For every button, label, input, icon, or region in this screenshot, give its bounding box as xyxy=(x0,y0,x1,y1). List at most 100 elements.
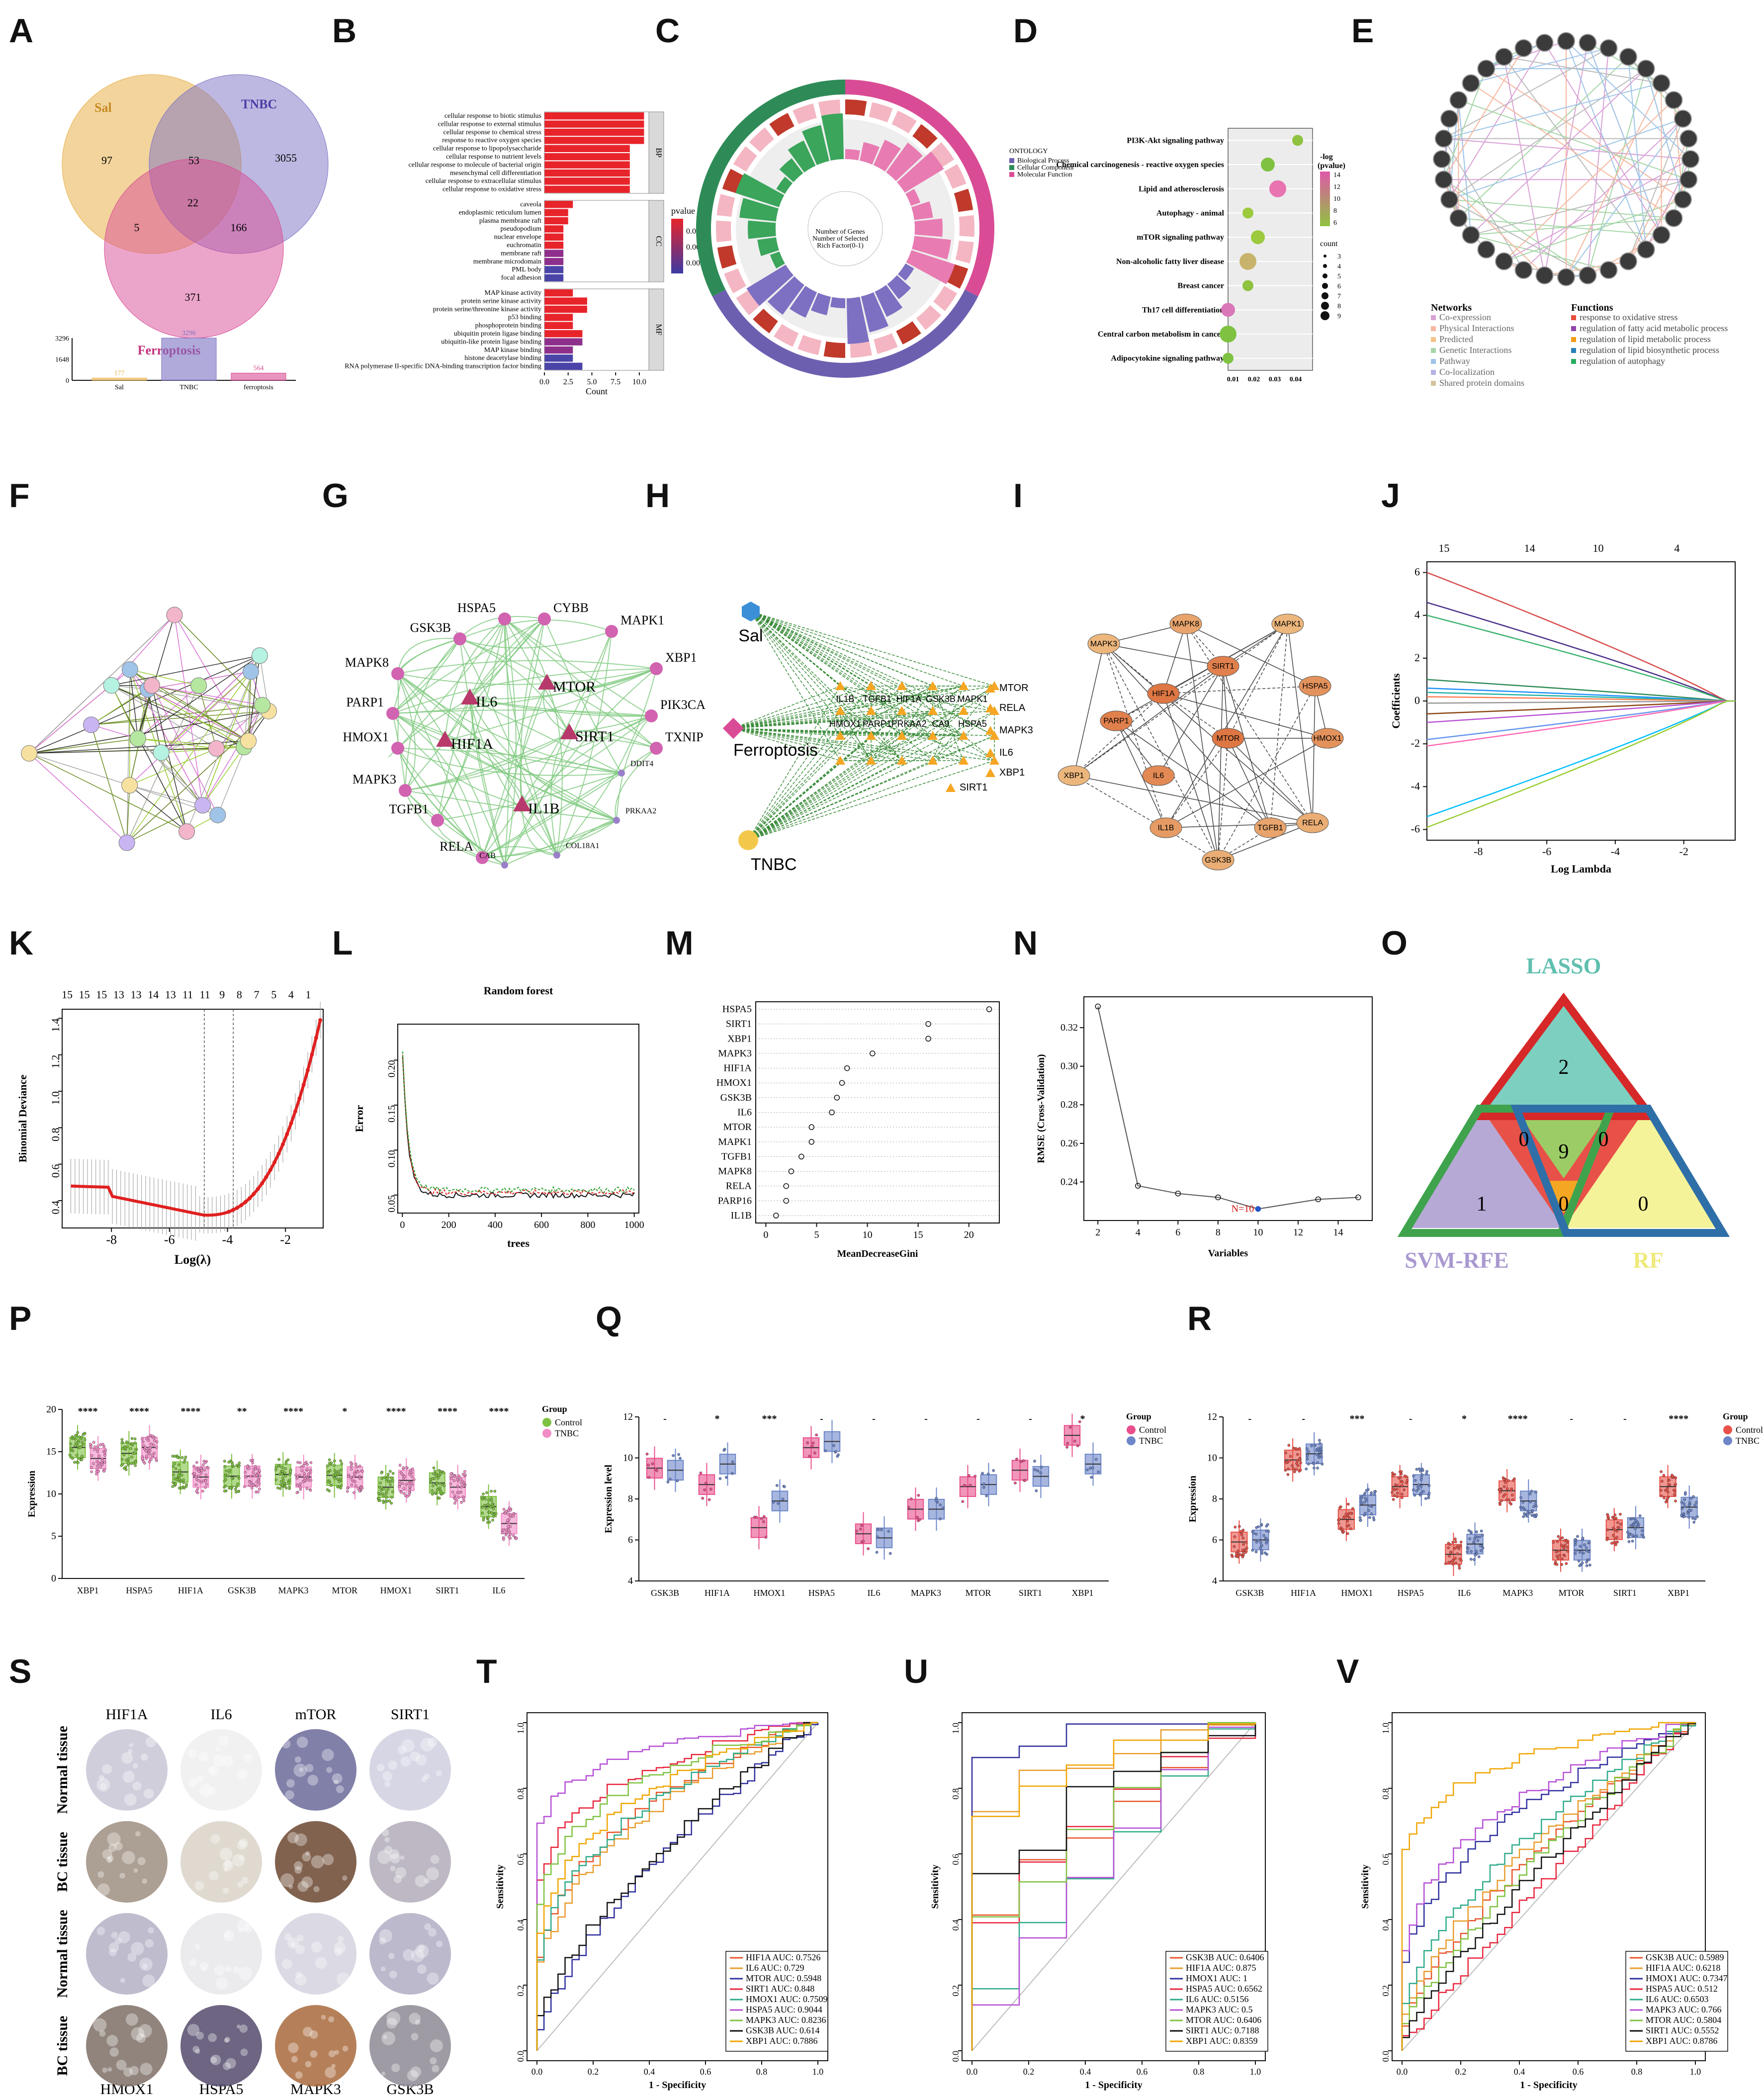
genemania-node xyxy=(1477,240,1496,259)
genemania-edge xyxy=(1628,118,1683,262)
box-point xyxy=(76,1431,80,1434)
box-point xyxy=(255,1481,259,1484)
h-target-label: IL6 xyxy=(999,747,1013,758)
box-point xyxy=(408,1473,411,1476)
box-point xyxy=(481,1506,484,1509)
roc-legend-label: MTOR AUC: 0.6406 xyxy=(1186,2015,1261,2025)
g-hub-label: IL1B xyxy=(528,800,559,817)
s-tissue-texture xyxy=(127,1749,133,1754)
box-point xyxy=(1348,1516,1351,1520)
box-point xyxy=(459,1478,462,1481)
o-region-all: 9 xyxy=(1559,1140,1569,1163)
h-edge xyxy=(733,710,841,729)
box-point xyxy=(1307,1450,1310,1453)
n-rmse-line xyxy=(1097,1006,1358,1210)
kegg-size-dot xyxy=(1323,264,1327,268)
go-legend-tick: 0.003 xyxy=(686,259,704,267)
string-edge xyxy=(129,671,252,786)
h-edge xyxy=(748,735,902,841)
box-point xyxy=(442,1471,445,1474)
string-edge xyxy=(111,685,249,741)
box-point xyxy=(1610,1542,1613,1545)
i-node-label: IL6 xyxy=(1153,772,1164,780)
box-point xyxy=(1664,1500,1668,1503)
box-point xyxy=(485,1491,488,1494)
box-point xyxy=(70,1447,73,1450)
box-point xyxy=(1448,1543,1452,1546)
j-y-tick-label: -6 xyxy=(1411,822,1420,835)
box-point xyxy=(1563,1539,1566,1542)
box-point xyxy=(1615,1536,1618,1539)
s-tissue-texture xyxy=(389,1970,397,1979)
box-point xyxy=(506,1519,509,1522)
box-significance: **** xyxy=(1508,1413,1528,1424)
box-point xyxy=(1533,1515,1536,1518)
box-point xyxy=(1340,1528,1344,1531)
box-point xyxy=(386,1487,390,1491)
s-tissue-texture xyxy=(337,1935,344,1942)
roc-y-tick-label: 0.6 xyxy=(516,1854,526,1865)
genemania-edge xyxy=(1458,99,1689,180)
box-point xyxy=(1260,1549,1263,1553)
box-point xyxy=(252,1471,255,1474)
roc-x-tick-label: 0.4 xyxy=(644,2067,655,2077)
circos-rich-bar xyxy=(776,176,793,194)
box-point xyxy=(1502,1478,1505,1481)
h-edge xyxy=(748,735,964,841)
box-point xyxy=(1458,1567,1461,1570)
go-x-title: Count xyxy=(586,386,608,396)
j-x-tick-label: -4 xyxy=(1611,845,1620,858)
g-edge xyxy=(615,748,657,821)
kegg-legend-title: (pvalue) xyxy=(1318,162,1345,170)
s-tissue-core xyxy=(275,1729,356,1811)
box-point xyxy=(1401,1496,1404,1499)
kegg-dot xyxy=(1221,303,1235,317)
box-point xyxy=(502,1538,505,1541)
box-point xyxy=(81,1455,84,1458)
box-point xyxy=(1316,1453,1319,1456)
circos-center-label: Rich Factor(0-1) xyxy=(817,242,864,250)
box-point xyxy=(306,1479,310,1482)
i-node-label: XBP1 xyxy=(1064,772,1084,780)
g-gene-node xyxy=(431,814,444,827)
box-point xyxy=(1454,1546,1458,1550)
box-point xyxy=(195,1461,198,1464)
box-point xyxy=(1241,1529,1245,1532)
kegg-size-title: count xyxy=(1320,240,1338,248)
s-tissue-texture xyxy=(294,1833,307,1846)
box-point xyxy=(1415,1468,1418,1471)
box-point xyxy=(299,1482,302,1486)
box-point xyxy=(133,1452,136,1455)
s-tissue-texture xyxy=(311,1855,324,1869)
box-point xyxy=(103,1468,106,1471)
j-y-tick-label: 6 xyxy=(1414,566,1420,578)
string-node xyxy=(121,661,138,678)
go-term-label: phosphoprotein binding xyxy=(475,322,541,330)
s-tissue-texture xyxy=(417,1964,427,1974)
box-point xyxy=(1615,1529,1619,1533)
box-point xyxy=(1499,1490,1502,1493)
circos-count-ring xyxy=(912,124,938,149)
box-point xyxy=(1265,1541,1268,1545)
box-point xyxy=(456,1485,459,1488)
kegg-size-dot xyxy=(1321,311,1329,320)
m-dot xyxy=(925,1021,931,1027)
box-point xyxy=(1640,1533,1644,1537)
box-point xyxy=(171,1455,175,1458)
roc-legend-label: SIRT1 AUC: 0.5552 xyxy=(1646,2025,1719,2035)
box-point xyxy=(1508,1501,1511,1504)
s-tissue-texture xyxy=(424,1923,432,1930)
kegg-legend-tick: 8 xyxy=(1333,207,1337,215)
box-point xyxy=(197,1470,200,1473)
box-point xyxy=(1585,1561,1588,1564)
box-point xyxy=(145,1450,148,1453)
roc-x-tick-label: 1.0 xyxy=(1250,2067,1261,2077)
i-edge xyxy=(1165,623,1288,828)
i-node-label: MAPK3 xyxy=(1090,640,1117,648)
box-point xyxy=(432,1466,436,1470)
i-edge xyxy=(1103,643,1164,694)
i-node xyxy=(1142,765,1175,786)
box-point xyxy=(1561,1536,1564,1539)
